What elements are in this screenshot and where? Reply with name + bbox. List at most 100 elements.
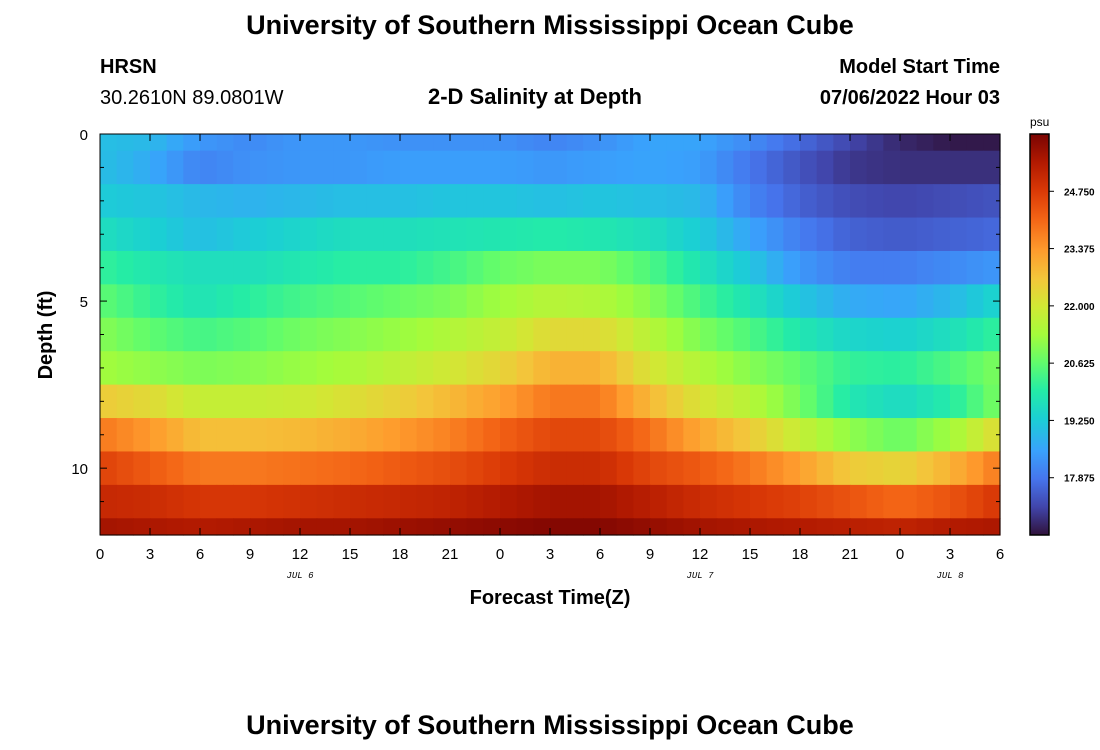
heatmap-cell: [183, 150, 201, 185]
heatmap-cell: [350, 150, 368, 185]
heatmap-cell: [933, 418, 951, 453]
heatmap-cell: [283, 384, 301, 419]
heatmap-cell: [366, 284, 384, 319]
heatmap-cell: [600, 184, 618, 219]
heatmap-cell: [700, 484, 718, 519]
heatmap-cell: [200, 484, 218, 519]
heatmap-cell: [183, 250, 201, 285]
heatmap-cell: [616, 184, 634, 219]
heatmap-cell: [633, 351, 651, 386]
heatmap-cell: [666, 284, 684, 319]
heatmap-cell: [883, 184, 901, 219]
heatmap-cell: [666, 250, 684, 285]
heatmap-cell: [800, 184, 818, 219]
heatmap-cell: [200, 150, 218, 185]
heatmap-cell: [533, 518, 551, 536]
heatmap-cell: [916, 451, 934, 486]
heatmap-cell: [216, 451, 234, 486]
heatmap-cell: [300, 384, 318, 419]
heatmap-cell: [966, 217, 984, 252]
heatmap-cell: [650, 484, 668, 519]
heatmap-cell: [400, 451, 418, 486]
heatmap-cell: [316, 384, 334, 419]
heatmap-cell: [833, 317, 851, 352]
heatmap-cell: [533, 284, 551, 319]
heatmap-cell: [416, 184, 434, 219]
heatmap-cell: [916, 250, 934, 285]
heatmap-cell: [600, 250, 618, 285]
heatmap-cell: [233, 317, 251, 352]
heatmap-cell: [400, 351, 418, 386]
heatmap-cell: [600, 451, 618, 486]
heatmap-cell: [466, 384, 484, 419]
heatmap-cell: [166, 351, 184, 386]
heatmap-cell: [800, 134, 818, 152]
heatmap-cell: [650, 150, 668, 185]
heatmap-cell: [216, 284, 234, 319]
heatmap-cell: [716, 134, 734, 152]
heatmap-cell: [450, 150, 468, 185]
heatmap-cell: [483, 484, 501, 519]
heatmap-cell: [300, 317, 318, 352]
heatmap-cell: [733, 518, 751, 536]
heatmap-cell: [266, 418, 284, 453]
heatmap-cell: [466, 418, 484, 453]
heatmap-cell: [216, 384, 234, 419]
heatmap-cells: [100, 134, 1001, 536]
heatmap-cell: [733, 418, 751, 453]
heatmap-cell: [333, 451, 351, 486]
heatmap-cell: [466, 250, 484, 285]
heatmap-cell: [450, 484, 468, 519]
heatmap-cell: [700, 418, 718, 453]
heatmap-cell: [183, 451, 201, 486]
heatmap-cell: [666, 150, 684, 185]
heatmap-cell: [400, 384, 418, 419]
heatmap-cell: [933, 451, 951, 486]
heatmap-cell: [666, 384, 684, 419]
heatmap-cell: [933, 284, 951, 319]
heatmap-cell: [900, 134, 918, 152]
heatmap-cell: [266, 217, 284, 252]
heatmap-cell: [500, 184, 518, 219]
heatmap-cell: [666, 484, 684, 519]
heatmap-cell: [716, 250, 734, 285]
heatmap-cell: [150, 317, 168, 352]
heatmap-cell: [750, 217, 768, 252]
heatmap-cell: [783, 134, 801, 152]
heatmap-cell: [683, 250, 701, 285]
heatmap-cell: [316, 451, 334, 486]
heatmap-cell: [383, 284, 401, 319]
heatmap-cell: [366, 384, 384, 419]
heatmap-cell: [566, 217, 584, 252]
heatmap-cell: [433, 384, 451, 419]
colorbar-label: 22.000: [1064, 302, 1095, 313]
heatmap-cell: [733, 384, 751, 419]
heatmap-cell: [733, 451, 751, 486]
heatmap-cell: [966, 134, 984, 152]
heatmap-cell: [966, 150, 984, 185]
heatmap-cell: [733, 217, 751, 252]
heatmap-cell: [800, 451, 818, 486]
heatmap-cell: [683, 451, 701, 486]
heatmap-cell: [683, 351, 701, 386]
heatmap-cell: [366, 484, 384, 519]
heatmap-cell: [916, 184, 934, 219]
heatmap-cell: [750, 134, 768, 152]
heatmap-cell: [550, 134, 568, 152]
heatmap-cell: [466, 351, 484, 386]
heatmap-cell: [583, 284, 601, 319]
x-tick-label: 18: [392, 546, 409, 563]
heatmap-cell: [916, 384, 934, 419]
heatmap-cell: [316, 484, 334, 519]
heatmap-cell: [166, 150, 184, 185]
heatmap-cell: [166, 451, 184, 486]
heatmap-cell: [450, 284, 468, 319]
heatmap-cell: [633, 134, 651, 152]
heatmap-cell: [266, 250, 284, 285]
heatmap-cell: [250, 150, 268, 185]
heatmap-cell: [650, 451, 668, 486]
heatmap-cell: [483, 418, 501, 453]
heatmap-cell: [683, 418, 701, 453]
heatmap-cell: [200, 217, 218, 252]
heatmap-cell: [783, 217, 801, 252]
